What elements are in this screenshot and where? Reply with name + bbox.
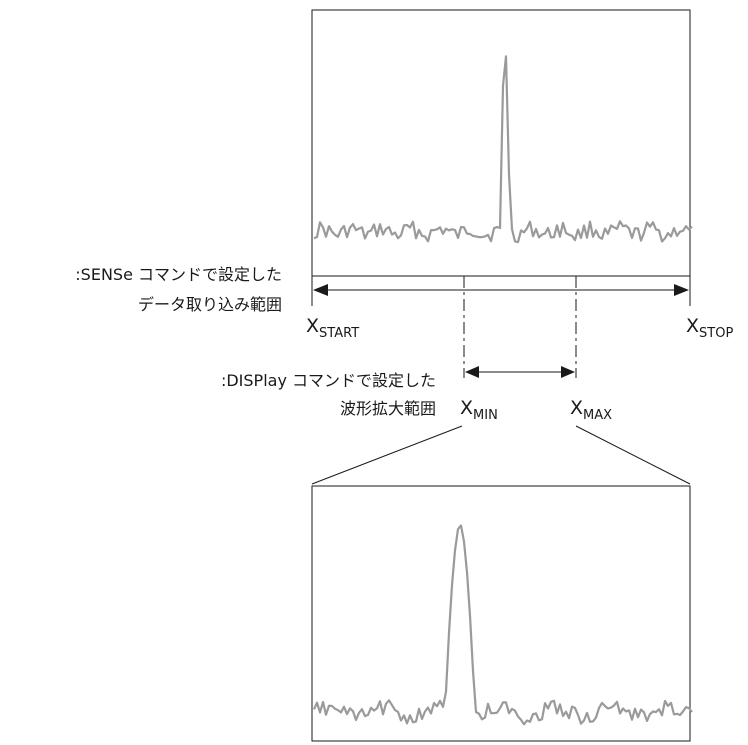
x-min-subscript: MIN <box>473 408 498 423</box>
x-stop-subscript: STOP <box>699 326 733 341</box>
zoom-arrowhead-right <box>561 366 575 378</box>
x-max-label: XMAX <box>570 397 612 423</box>
arrowhead-right <box>674 284 689 296</box>
zoom-projection-left <box>311 425 463 485</box>
display-label-line2: 波形拡大範囲 <box>340 399 436 418</box>
x-start-subscript: START <box>319 326 359 341</box>
bottom-waveform-frame <box>311 485 691 742</box>
x-start-label: XSTART <box>306 315 359 341</box>
sense-label-line1: :SENSe コマンドで設定した <box>75 265 282 284</box>
x-start-symbol: X <box>306 315 319 337</box>
x-max-symbol: X <box>570 397 583 419</box>
top-waveform-frame <box>311 9 691 277</box>
x-max-subscript: MAX <box>583 408 612 423</box>
top-waveform-trace <box>313 55 693 244</box>
x-stop-label: XSTOP <box>686 315 733 341</box>
x-min-symbol: X <box>460 397 473 419</box>
display-label-line1: :DISPlay コマンドで設定した <box>221 371 436 390</box>
x-min-label: XMIN <box>460 397 498 423</box>
zoom-projection-right <box>575 425 691 485</box>
x-stop-symbol: X <box>686 315 699 337</box>
arrowhead-left <box>313 284 328 296</box>
sense-label-line2: データ取り込み範囲 <box>138 295 282 314</box>
zoom-arrowhead-left <box>465 366 479 378</box>
bottom-waveform-trace <box>312 524 693 726</box>
